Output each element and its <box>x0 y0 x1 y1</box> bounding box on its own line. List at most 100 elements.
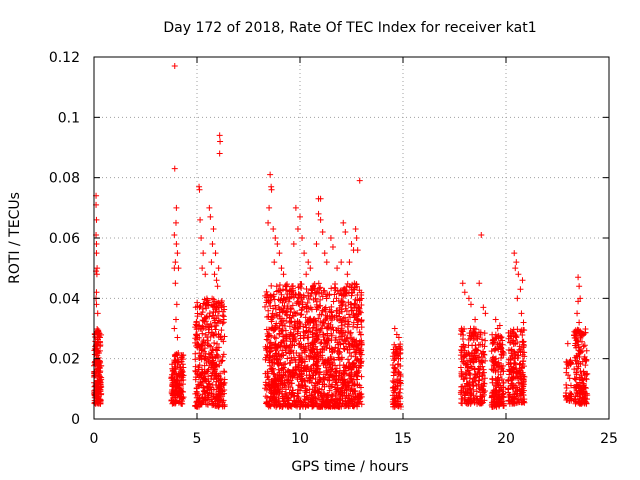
y-tick-label: 0.1 <box>58 110 80 126</box>
data-point <box>520 319 527 326</box>
data-point <box>206 313 213 320</box>
y-tick-labels: 0 0.02 0.04 0.06 0.08 0.1 0.12 <box>49 50 80 428</box>
data-point <box>470 382 477 389</box>
data-point <box>329 348 336 355</box>
data-point <box>287 306 294 313</box>
data-point <box>329 374 336 381</box>
data-point <box>300 294 307 301</box>
data-point <box>315 280 322 287</box>
data-point <box>277 378 284 385</box>
data-point <box>337 391 344 398</box>
data-point <box>173 204 180 211</box>
data-point <box>215 344 222 351</box>
data-point <box>462 360 469 367</box>
data-point <box>335 290 342 297</box>
data-point <box>506 366 513 373</box>
data-point <box>352 225 359 232</box>
data-point <box>289 283 296 290</box>
data-point <box>212 319 219 326</box>
data-point <box>321 287 328 294</box>
data-point <box>193 318 200 325</box>
data-point <box>281 322 288 329</box>
data-point <box>94 378 101 385</box>
data-point <box>492 388 499 395</box>
data-point <box>303 372 310 379</box>
data-point <box>217 385 224 392</box>
data-point <box>567 358 574 365</box>
data-point <box>270 370 277 377</box>
data-point <box>354 291 361 298</box>
y-tick-label: 0.12 <box>49 50 80 66</box>
data-point <box>509 375 516 382</box>
data-point <box>460 341 467 348</box>
data-point <box>268 282 275 289</box>
data-point <box>351 349 358 356</box>
data-point <box>209 364 216 371</box>
data-point <box>582 362 589 369</box>
data-point <box>298 306 305 313</box>
data-point <box>272 302 279 309</box>
data-point <box>172 219 179 226</box>
data-point <box>579 331 586 338</box>
data-point <box>397 385 404 392</box>
data-point <box>287 338 294 345</box>
data-point <box>517 286 524 293</box>
data-point <box>285 377 292 384</box>
data-point <box>475 347 481 354</box>
data-point <box>476 329 483 336</box>
data-point <box>324 341 331 348</box>
data-point <box>318 386 325 393</box>
data-point <box>494 379 501 386</box>
data-point <box>472 316 479 323</box>
data-point <box>265 376 272 383</box>
data-point <box>273 320 280 327</box>
data-point <box>575 327 582 334</box>
data-point <box>266 204 273 211</box>
data-point <box>348 400 355 407</box>
data-point <box>336 310 343 317</box>
y-tick-label: 0 <box>71 412 80 428</box>
data-point <box>193 385 200 392</box>
data-point <box>293 397 300 404</box>
data-point <box>198 395 205 402</box>
data-point <box>268 186 275 193</box>
data-point <box>196 186 203 193</box>
data-point <box>350 319 357 326</box>
data-point <box>324 325 331 332</box>
data-point <box>476 377 483 384</box>
data-point <box>212 250 219 257</box>
data-point <box>358 302 365 309</box>
data-point <box>213 378 220 385</box>
data-point <box>200 337 207 344</box>
y-tick-label: 0.04 <box>49 291 80 307</box>
data-point <box>493 391 500 398</box>
data-point <box>332 344 339 351</box>
data-point <box>338 385 345 392</box>
data-point <box>513 259 520 266</box>
data-point <box>481 380 488 387</box>
data-point <box>312 330 319 337</box>
data-point <box>348 301 355 308</box>
data-point <box>208 372 215 379</box>
data-point <box>208 390 215 397</box>
data-point <box>330 298 337 305</box>
data-point <box>577 382 584 389</box>
data-point <box>177 400 184 407</box>
data-point <box>458 388 465 395</box>
data-point <box>214 347 221 354</box>
data-point <box>206 310 213 317</box>
data-point <box>278 318 285 325</box>
data-point <box>500 363 507 370</box>
data-point <box>338 371 345 378</box>
data-point <box>342 380 349 387</box>
data-point <box>275 366 282 373</box>
data-point <box>512 340 519 347</box>
data-point <box>351 305 358 312</box>
data-point <box>517 375 524 382</box>
data-point <box>195 364 202 371</box>
data-point <box>215 334 222 341</box>
y-tick-label: 0.08 <box>49 171 80 187</box>
x-tick-label: 5 <box>193 431 202 447</box>
data-point <box>309 287 316 294</box>
x-tick-label: 20 <box>497 431 515 447</box>
